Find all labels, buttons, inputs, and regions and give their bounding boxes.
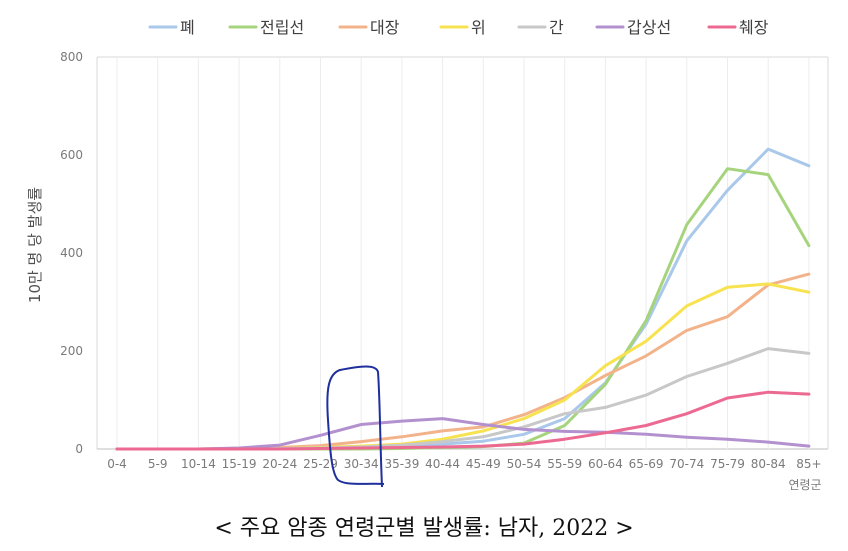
x-tick-label: 15-19 [222,457,257,471]
y-tick-label: 800 [60,50,83,64]
x-tick-labels: 0-4 5-9 10-14 15-19 20-24 25-29 30-34 35-39 40-4… [107,457,821,471]
y-tick-label: 0 [75,442,83,456]
x-tick-label: 30-34 [344,457,379,471]
legend: 폐 전립선 대장 위 간 갑상선 췌장 [148,18,769,37]
x-tick-label: 40-44 [425,457,460,471]
x-tick-label: 60-64 [588,457,623,471]
y-tick-label: 200 [60,344,83,358]
x-tick-label: 65-69 [629,457,664,471]
x-tick-label: 25-29 [303,457,338,471]
x-tick-label: 0-4 [107,457,127,471]
series-line-위 [115,282,811,451]
x-tick-label: 55-59 [547,457,582,471]
x-tick-label: 50-54 [507,457,542,471]
legend-label-간: 간 [549,18,564,37]
legend-label-전립선: 전립선 [260,18,304,37]
y-tick-label: 600 [60,148,83,162]
caption: < 주요 암종 연령군별 발생률: 남자, 2022 > [214,516,634,541]
x-tick-label: 10-14 [181,457,216,471]
x-tick-label: 35-39 [384,457,419,471]
x-tick-label: 75-79 [710,457,745,471]
legend-label-위: 위 [471,18,486,37]
x-tick-label: 5-9 [148,457,168,471]
x-tick-label: 80-84 [751,457,786,471]
x-axis-label: 연령군 [788,478,821,492]
y-tick-labels: 0 200 400 600 800 [60,50,83,456]
legend-label-대장: 대장 [370,18,400,37]
y-axis-label: 10만 명 당 발생률 [26,187,44,303]
x-tick-label: 45-49 [466,457,501,471]
hand-drawn-annotation [326,365,385,488]
legend-label-폐: 폐 [180,18,195,37]
grid [96,56,829,450]
series-line-췌장 [115,390,811,451]
x-tick-label: 85+ [796,457,821,471]
legend-label-갑상선: 갑상선 [627,18,671,37]
legend-label-췌장: 췌장 [739,18,769,37]
x-tick-label: 70-74 [669,457,704,471]
series-lines [115,147,811,451]
x-tick-label: 20-24 [262,457,297,471]
chart: 0 200 400 600 800 0-4 5-9 10-14 15-19 20-24 25-29… [26,18,829,492]
y-tick-label: 400 [60,246,83,260]
